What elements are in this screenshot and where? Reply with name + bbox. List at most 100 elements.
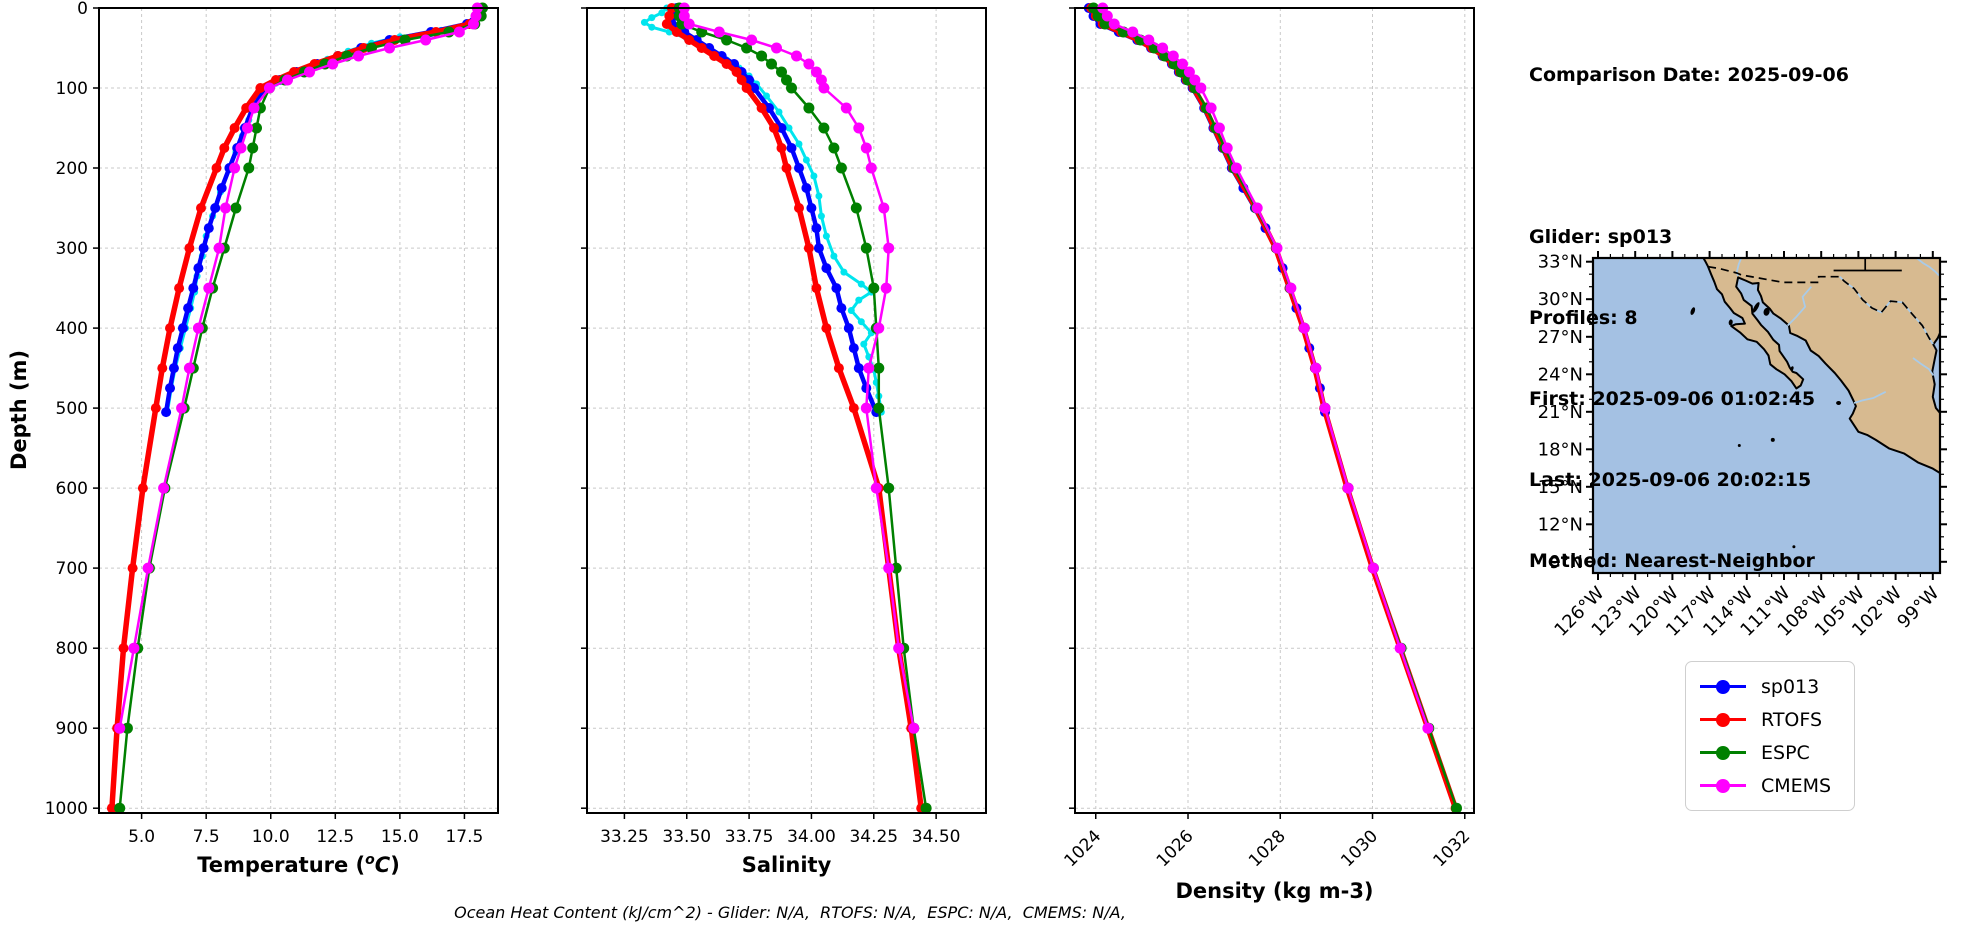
series-marker: [848, 403, 859, 414]
series-marker: [908, 722, 920, 734]
series-marker: [203, 223, 214, 234]
series-marker: [229, 123, 240, 133]
series-marker: [776, 66, 787, 78]
series-marker: [713, 26, 725, 38]
series-marker: [661, 19, 672, 29]
series-marker: [184, 243, 195, 254]
x-tick-label: 1026: [1153, 826, 1198, 871]
series-marker: [242, 122, 253, 134]
series-marker: [860, 142, 872, 154]
series-marker: [830, 252, 838, 260]
series-marker: [183, 362, 195, 374]
series-marker: [1230, 162, 1242, 174]
series-CMEMS-temperature: [114, 2, 483, 734]
series-marker: [893, 642, 905, 654]
last-profile-text: Last: 2025-09-06 20:02:15: [1529, 469, 1812, 491]
series-marker: [813, 243, 824, 254]
x-tick-label: 1030: [1337, 826, 1382, 871]
series-marker: [843, 323, 854, 334]
map-island: [1728, 319, 1733, 326]
series-marker: [658, 9, 666, 17]
legend-dot-cmems: [1716, 778, 1730, 793]
series-marker: [883, 242, 895, 254]
series-marker: [883, 482, 895, 494]
map-lat-label: 33°N: [1538, 252, 1583, 273]
series-marker: [118, 643, 129, 654]
map-lat-label: 27°N: [1538, 327, 1583, 348]
series-line: [1086, 5, 1328, 415]
series-marker: [833, 363, 844, 374]
x-tick-label: 34.50: [912, 827, 961, 847]
x-tick-label: 17.5: [445, 827, 483, 847]
series-marker: [1342, 482, 1354, 494]
map-lat-label: 21°N: [1538, 402, 1583, 423]
series-marker: [857, 318, 865, 326]
series-marker: [219, 143, 230, 153]
ohc-footer: Ocean Heat Content (kJ/cm^2) - Glider: N…: [454, 903, 1126, 922]
map-country-border: [1707, 265, 1938, 351]
series-marker: [121, 722, 133, 734]
y-tick-label: 0: [77, 0, 88, 19]
map-lat-label: 30°N: [1538, 289, 1583, 310]
series-marker: [176, 402, 188, 414]
map-frame: [1591, 256, 1942, 575]
series-marker: [756, 50, 768, 62]
map-island: [1690, 307, 1696, 315]
series-marker: [847, 307, 855, 314]
map-river: [1853, 390, 1887, 404]
series-marker: [1213, 122, 1225, 134]
legend-line-espc: [1700, 745, 1746, 760]
series-marker: [873, 322, 885, 334]
series-marker: [878, 202, 890, 214]
series-marker: [721, 34, 733, 46]
series-marker: [835, 162, 847, 174]
first-profile-text: First: 2025-09-06 01:02:45: [1529, 388, 1816, 410]
series-marker: [803, 243, 814, 254]
series-marker: [304, 66, 315, 78]
series-marker: [353, 50, 364, 62]
comparison-date-text: Comparison Date: 2025-09-06: [1529, 64, 1849, 86]
series-marker: [384, 42, 395, 54]
legend-line-sp013: [1700, 679, 1746, 694]
map-lat-label: 18°N: [1538, 439, 1583, 460]
series-marker: [920, 802, 932, 814]
series-marker: [810, 66, 822, 78]
series-marker: [142, 562, 154, 574]
series-marker: [776, 123, 787, 133]
series-marker: [766, 58, 777, 70]
series-marker: [327, 58, 339, 70]
series-marker: [203, 282, 215, 294]
map-river: [1916, 258, 1940, 277]
x-tick-label: 1024: [1061, 826, 1106, 871]
series-marker: [235, 142, 247, 154]
series-marker: [243, 162, 255, 174]
series-glider-raw-salinity: [640, 4, 885, 416]
panel-frame: [1074, 7, 1475, 814]
series-marker: [776, 143, 787, 153]
series-marker: [709, 51, 720, 61]
y-tick-label: 900: [56, 719, 88, 739]
series-marker: [210, 203, 221, 213]
series-marker: [781, 163, 792, 173]
series-marker: [1101, 10, 1113, 22]
series-marker: [248, 102, 260, 114]
series-marker: [821, 323, 832, 334]
series-glider-raw-density: [1084, 4, 1328, 416]
series-marker: [857, 280, 865, 288]
series-sp013-density: [1083, 3, 1330, 418]
legend-dot-sp013: [1716, 679, 1730, 694]
map-lat-label: 9°N: [1549, 552, 1583, 573]
series-marker: [165, 383, 175, 394]
series-marker: [192, 322, 204, 334]
series-marker: [822, 232, 830, 240]
map-lat-label: 24°N: [1538, 364, 1583, 385]
profiles-count-text: Profiles: 8: [1529, 307, 1638, 329]
panel-temperature: 5.0 7.5 10.0 12.5 15.0 17.5 0 100 200 300 400 500 60…: [45, 0, 499, 877]
series-marker: [860, 402, 872, 414]
series-marker: [468, 18, 479, 30]
series-marker: [802, 156, 810, 164]
legend-line-rtofs: [1700, 712, 1746, 727]
map-river: [1912, 357, 1935, 377]
series-marker: [183, 303, 194, 314]
series-marker: [216, 183, 227, 193]
